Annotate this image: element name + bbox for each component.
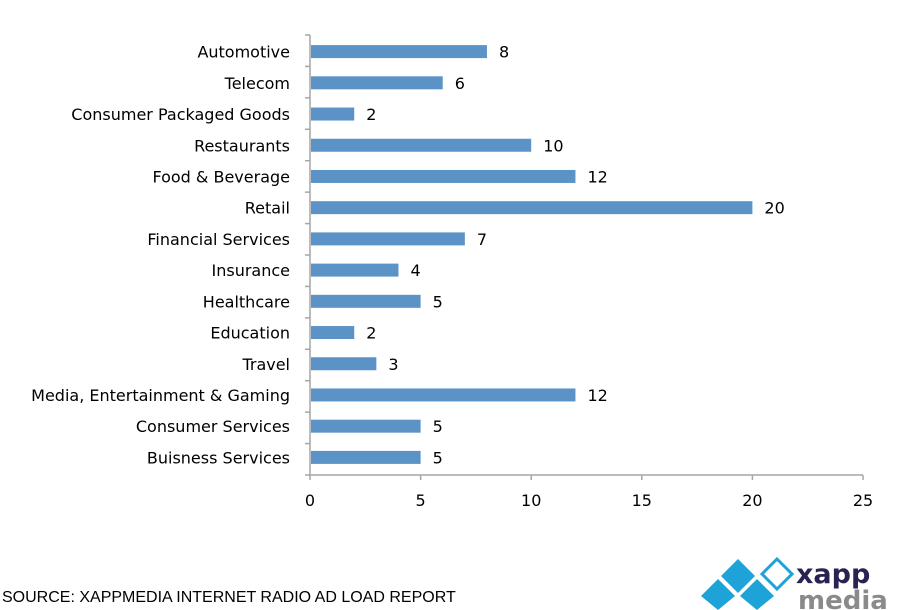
data-label: 12	[587, 386, 607, 405]
xappmedia-logo: xapp media	[701, 556, 888, 610]
bar	[311, 357, 377, 371]
x-tick-label: 5	[416, 491, 426, 510]
x-tick-label: 10	[521, 491, 541, 510]
data-label: 5	[433, 417, 443, 436]
category-label: Telecom	[224, 74, 290, 93]
data-label: 12	[587, 167, 607, 186]
x-tick-label: 20	[742, 491, 762, 510]
category-label: Insurance	[212, 261, 291, 280]
data-label: 10	[543, 136, 563, 155]
category-label: Automotive	[197, 43, 290, 62]
bar	[311, 419, 421, 433]
bar	[311, 76, 443, 90]
data-label: 5	[433, 448, 443, 467]
bar	[311, 45, 487, 59]
bar	[311, 388, 576, 402]
bar	[311, 263, 399, 277]
bar	[311, 232, 465, 246]
data-label: 2	[366, 105, 376, 124]
data-label: 6	[455, 74, 465, 93]
bar	[311, 450, 421, 464]
bar	[311, 201, 753, 215]
svg-text:xapp: xapp	[796, 559, 870, 590]
bar	[311, 138, 532, 152]
x-tick-label: 15	[632, 491, 652, 510]
category-label: Consumer Services	[136, 417, 290, 436]
category-label: Retail	[245, 199, 290, 218]
bar	[311, 326, 355, 340]
data-label: 8	[499, 43, 509, 62]
data-label: 3	[388, 355, 398, 374]
category-label: Financial Services	[147, 230, 290, 249]
category-label: Consumer Packaged Goods	[71, 105, 290, 124]
category-label: Buisness Services	[147, 448, 290, 467]
category-label: Healthcare	[203, 292, 290, 311]
category-label: Travel	[241, 355, 290, 374]
x-tick-label: 0	[305, 491, 315, 510]
data-label: 2	[366, 324, 376, 343]
bar	[311, 169, 576, 183]
data-label: 20	[764, 199, 784, 218]
svg-text:media: media	[798, 586, 888, 610]
bar	[311, 294, 421, 308]
bar	[311, 107, 355, 121]
category-label: Restaurants	[194, 136, 290, 155]
data-label: 5	[433, 292, 443, 311]
category-label: Education	[210, 324, 290, 343]
data-label: 4	[410, 261, 420, 280]
category-label: Media, Entertainment & Gaming	[31, 386, 290, 405]
category-label: Food & Beverage	[152, 167, 290, 186]
data-label: 7	[477, 230, 487, 249]
source-note: SOURCE: XAPPMEDIA INTERNET RADIO AD LOAD…	[2, 589, 456, 606]
x-tick-label: 25	[853, 491, 873, 510]
